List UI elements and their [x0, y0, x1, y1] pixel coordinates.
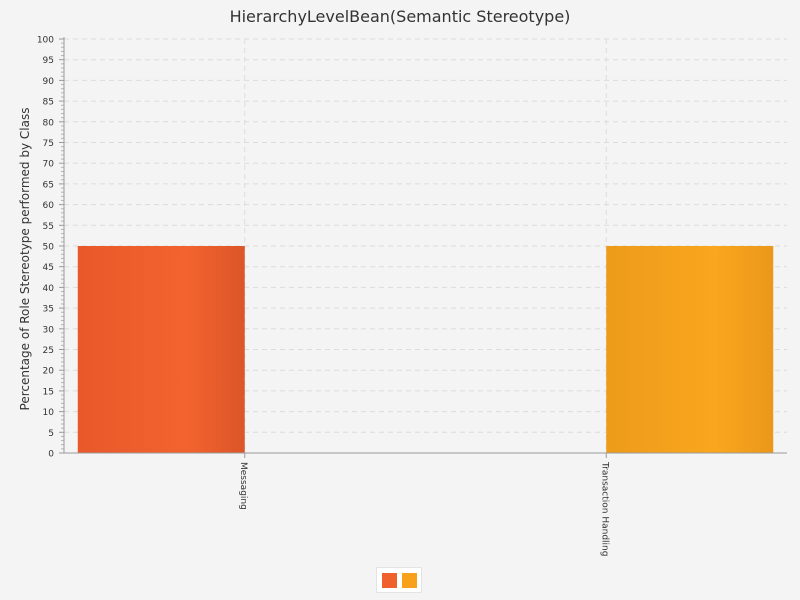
- y-tick-label: 55: [43, 222, 54, 232]
- y-tick-label: 0: [48, 450, 54, 460]
- x-tick-label: Messaging: [238, 462, 248, 510]
- bars: [77, 246, 774, 453]
- y-tick-label: 25: [43, 346, 54, 356]
- y-tick-label: 30: [43, 325, 55, 335]
- y-tick-label: 50: [43, 243, 55, 253]
- y-tick-label: 10: [43, 408, 55, 418]
- y-tick-label: 85: [43, 98, 54, 108]
- chart-title: HierarchyLevelBean(Semantic Stereotype): [229, 7, 571, 26]
- y-tick-label: 35: [43, 305, 54, 315]
- y-tick-label: 95: [43, 56, 54, 66]
- y-tick-label: 80: [43, 118, 55, 128]
- y-axis-label: Percentage of Role Stereotype performed …: [18, 108, 32, 411]
- y-tick-label: 65: [43, 180, 54, 190]
- legend: [376, 567, 422, 593]
- y-tick-label: 40: [43, 284, 55, 294]
- y-tick-label: 90: [43, 77, 55, 87]
- y-tick-label: 60: [43, 201, 55, 211]
- y-tick-label: 75: [43, 139, 54, 149]
- bar-transaction-handling-series-2: [606, 246, 774, 453]
- legend-swatch-series-2: [401, 572, 417, 588]
- axes: 0 5 10 15 20 25 30 35 40 45 50 55 60 65 70 75 80 85 90 95 10…: [37, 36, 787, 556]
- bar-messaging-series-1: [77, 246, 245, 453]
- x-tick-label: Transaction Handling: [599, 461, 609, 556]
- y-tick-label: 5: [48, 429, 54, 439]
- y-tick-label: 70: [43, 160, 55, 170]
- y-tick-label: 45: [43, 263, 54, 273]
- y-tick-label: 15: [43, 387, 54, 397]
- y-tick-label: 20: [43, 367, 55, 377]
- legend-swatch-series-1: [381, 572, 397, 588]
- y-tick-label: 100: [37, 36, 54, 46]
